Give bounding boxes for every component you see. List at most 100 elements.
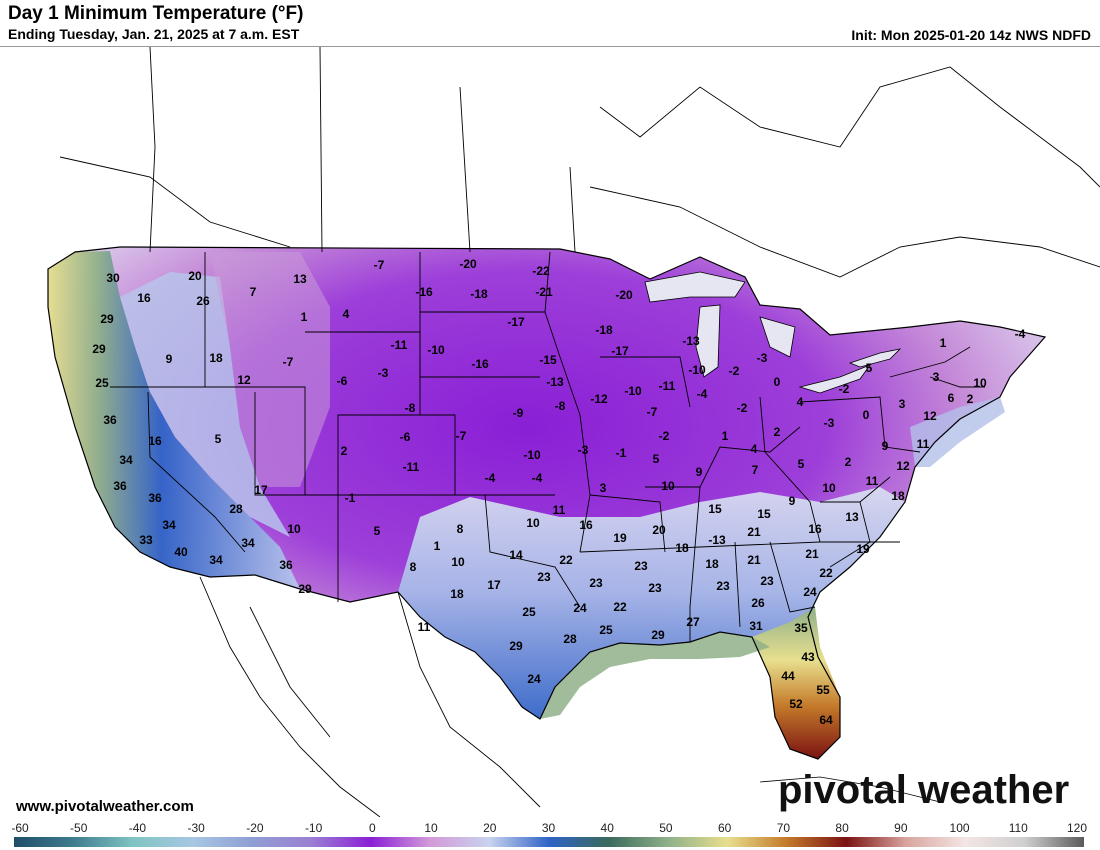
colorbar-tick-label: 60	[718, 821, 732, 835]
station-value: -10	[624, 384, 642, 398]
station-value: 22	[819, 566, 833, 580]
station-value: 13	[293, 272, 307, 286]
station-value: 64	[819, 713, 833, 727]
station-value: 15	[757, 507, 771, 521]
station-value: 5	[866, 361, 873, 375]
station-value: 24	[527, 672, 541, 686]
station-value: 3	[933, 370, 940, 384]
station-value: -15	[539, 353, 557, 367]
station-value: -7	[647, 405, 658, 419]
station-value: -18	[470, 287, 488, 301]
station-value: 17	[254, 483, 268, 497]
station-value: 21	[747, 525, 761, 539]
station-value: -3	[578, 443, 589, 457]
station-value: 4	[797, 395, 804, 409]
colorbar-gradient	[14, 837, 1084, 847]
station-value: 22	[559, 553, 573, 567]
station-value: 23	[716, 579, 730, 593]
station-value: 9	[789, 494, 796, 508]
station-value: -3	[824, 416, 835, 430]
station-value: 2	[845, 455, 852, 469]
colorbar-tick-label: -50	[70, 821, 88, 835]
station-value: 21	[747, 553, 761, 567]
colorbar-tick-label: 50	[659, 821, 673, 835]
colorbar-tick-label: -60	[11, 821, 29, 835]
station-value: 10	[822, 481, 836, 495]
colorbar-tick-label: 120	[1067, 821, 1087, 835]
station-value: -1	[616, 446, 627, 460]
station-value: 5	[653, 452, 660, 466]
station-value: 36	[103, 413, 117, 427]
station-value: 11	[917, 437, 930, 451]
station-value: -2	[729, 364, 740, 378]
station-value: -11	[659, 379, 676, 393]
colorbar-tick-label: 90	[894, 821, 908, 835]
station-value: 9	[882, 439, 889, 453]
station-value: 1	[722, 429, 729, 443]
station-value: 18	[450, 587, 464, 601]
station-value: -6	[400, 430, 411, 444]
station-value: 4	[343, 307, 350, 321]
station-value: 28	[229, 502, 243, 516]
station-value: -21	[535, 285, 553, 299]
station-value: 16	[808, 522, 822, 536]
station-value: 29	[298, 582, 312, 596]
station-value: 24	[803, 585, 817, 599]
station-value: 1	[434, 539, 441, 553]
station-value: 25	[522, 605, 536, 619]
colorbar-tick-label: 80	[835, 821, 849, 835]
station-value: -10	[523, 448, 541, 462]
station-value: 10	[661, 479, 675, 493]
station-value: 18	[675, 541, 689, 555]
station-value: 8	[457, 522, 464, 536]
colorbar-tick-label: 10	[424, 821, 438, 835]
station-value: 34	[209, 553, 223, 567]
colorbar-tick-label: -20	[246, 821, 264, 835]
station-value: -1	[345, 491, 356, 505]
station-value: 2	[774, 425, 781, 439]
colorbar-ticks: -60 -50 -40 -30 -20 -10 0 10 20 30 40 50 60 70 80 90 100…	[11, 821, 1087, 835]
station-value: 55	[816, 683, 830, 697]
station-value: 29	[509, 639, 523, 653]
station-value: 27	[686, 615, 700, 629]
station-value: 22	[613, 600, 627, 614]
station-value: 11	[418, 620, 431, 634]
station-value: 40	[174, 545, 188, 559]
station-value: 19	[613, 531, 627, 545]
station-value: -12	[590, 392, 608, 406]
colorbar-tick-label: 100	[950, 821, 970, 835]
colorbar-tick-label: -40	[129, 821, 147, 835]
map-panel: 30 20 16 26 7 13 29 1 4 -7 -20 -16 -18 -22 -21 -20 -17 -1…	[0, 46, 1100, 817]
colorbar-tick-label: -30	[187, 821, 205, 835]
station-value: 8	[410, 560, 417, 574]
station-value: -9	[513, 406, 524, 420]
station-value: 31	[749, 619, 763, 633]
station-value: 10	[526, 516, 540, 530]
website-url[interactable]: www.pivotalweather.com	[16, 798, 194, 815]
station-value: 33	[139, 533, 153, 547]
station-value: 16	[137, 291, 151, 305]
colorbar-tick-label: 40	[601, 821, 615, 835]
station-value: -3	[378, 366, 389, 380]
colorbar-tick-label: -10	[305, 821, 323, 835]
station-value: 34	[241, 536, 255, 550]
station-value: 52	[789, 697, 803, 711]
station-value: -22	[532, 264, 550, 278]
station-value: -3	[757, 351, 768, 365]
header: Day 1 Minimum Temperature (°F) Ending Tu…	[0, 0, 1100, 46]
station-value: 1	[940, 336, 947, 350]
station-value: 15	[708, 502, 722, 516]
station-value: 43	[801, 650, 815, 664]
colorbar-tick-label: 0	[369, 821, 376, 835]
station-value: 25	[599, 623, 613, 637]
station-value: -4	[1015, 327, 1026, 341]
station-value: 10	[287, 522, 301, 536]
station-value: 29	[100, 312, 114, 326]
station-value: -4	[697, 387, 708, 401]
station-value: -17	[507, 315, 525, 329]
station-value: 36	[148, 491, 162, 505]
station-value: 36	[113, 479, 127, 493]
station-value: 12	[896, 459, 910, 473]
station-value: -13	[682, 334, 700, 348]
